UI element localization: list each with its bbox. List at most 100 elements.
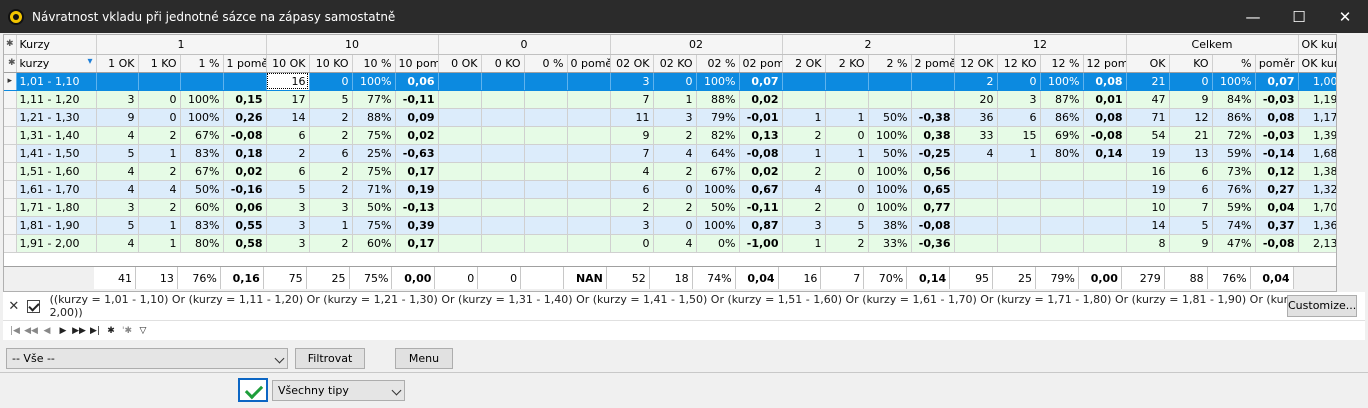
table-cell[interactable] bbox=[524, 234, 568, 253]
table-cell[interactable]: 2 bbox=[309, 180, 353, 199]
table-cell[interactable]: 6 bbox=[1169, 162, 1213, 181]
table-cell[interactable]: 20 bbox=[954, 90, 998, 109]
table-cell[interactable] bbox=[524, 72, 568, 91]
maximize-button[interactable]: ☐ bbox=[1292, 7, 1306, 26]
column-header[interactable]: 10 KO bbox=[309, 54, 353, 73]
table-cell[interactable]: 33 bbox=[954, 126, 998, 145]
table-cell[interactable]: 5 bbox=[266, 180, 310, 199]
table-cell[interactable] bbox=[997, 234, 1041, 253]
table-cell[interactable]: 47% bbox=[1212, 234, 1256, 253]
table-cell[interactable]: 1 bbox=[138, 144, 181, 163]
table-cell[interactable]: 2 bbox=[138, 198, 181, 217]
table-cell[interactable]: 50% bbox=[868, 108, 912, 127]
table-cell[interactable]: -0,08 bbox=[223, 126, 267, 145]
table-cell[interactable] bbox=[567, 72, 611, 91]
table-cell[interactable]: 0,39 bbox=[395, 216, 439, 235]
table-cell[interactable]: 88% bbox=[352, 108, 396, 127]
table-cell[interactable]: 0,38 bbox=[911, 126, 955, 145]
horizontal-scrollbar[interactable] bbox=[211, 324, 1361, 338]
table-cell[interactable]: 1,41 - 1,50 bbox=[16, 144, 97, 163]
table-cell[interactable]: 14 bbox=[266, 108, 310, 127]
table-cell[interactable] bbox=[438, 108, 482, 127]
table-row[interactable]: 1,71 - 1,80 3 2 60% 0,06 3 3 50% -0,13 2 2 50% -0,11… bbox=[4, 198, 1336, 217]
table-cell[interactable] bbox=[567, 180, 611, 199]
table-cell[interactable]: 0,17 bbox=[395, 162, 439, 181]
column-header[interactable]: KO bbox=[1169, 54, 1213, 73]
row-indicator[interactable] bbox=[4, 180, 17, 199]
band-header[interactable]: 0 bbox=[438, 35, 611, 55]
table-row[interactable]: ▸ 1,01 - 1,10 16 0 100% 0,06 3 0 100% 0,07 2 0 100% 0… bbox=[4, 72, 1336, 91]
table-cell[interactable]: 1 bbox=[653, 90, 697, 109]
column-filter-icon[interactable]: ▾ bbox=[87, 55, 93, 67]
table-cell[interactable]: 6 bbox=[266, 126, 310, 145]
band-header[interactable]: Celkem bbox=[1126, 35, 1299, 55]
table-cell[interactable]: 1,11 - 1,20 bbox=[16, 90, 97, 109]
table-cell[interactable]: 36 bbox=[954, 108, 998, 127]
table-cell[interactable]: 2 bbox=[825, 234, 869, 253]
table-cell[interactable] bbox=[1083, 162, 1127, 181]
table-cell[interactable] bbox=[438, 90, 482, 109]
filter-button[interactable]: Filtrovat bbox=[295, 348, 365, 369]
table-cell[interactable] bbox=[524, 144, 568, 163]
table-cell[interactable] bbox=[481, 180, 525, 199]
table-cell[interactable]: 0,06 bbox=[395, 72, 439, 91]
column-header[interactable]: 2 poměr bbox=[911, 54, 955, 73]
table-cell[interactable]: 17 bbox=[266, 90, 310, 109]
column-header[interactable]: 02 poměr bbox=[739, 54, 783, 73]
table-cell[interactable] bbox=[567, 216, 611, 235]
table-cell[interactable] bbox=[481, 108, 525, 127]
table-cell[interactable] bbox=[481, 72, 525, 91]
table-cell[interactable]: 67% bbox=[180, 126, 224, 145]
table-cell[interactable]: 1 bbox=[782, 234, 826, 253]
table-cell[interactable]: 82% bbox=[696, 126, 740, 145]
table-cell[interactable]: 1 bbox=[997, 144, 1041, 163]
table-cell[interactable]: 0 bbox=[138, 90, 181, 109]
table-cell[interactable]: -0,08 bbox=[911, 216, 955, 235]
table-cell[interactable]: 87% bbox=[1040, 90, 1084, 109]
table-cell[interactable]: 77% bbox=[352, 90, 396, 109]
table-row[interactable]: 1,11 - 1,20 3 0 100% 0,15 17 5 77% -0,11 7 1 88% 0,0… bbox=[4, 90, 1336, 109]
table-cell[interactable]: 1,81 - 1,90 bbox=[16, 216, 97, 235]
table-cell[interactable]: 6 bbox=[1169, 180, 1213, 199]
table-cell[interactable]: 7 bbox=[610, 144, 654, 163]
table-cell[interactable]: 100% bbox=[868, 126, 912, 145]
table-cell[interactable]: 1,21 - 1,30 bbox=[16, 108, 97, 127]
prev-page-icon[interactable]: ◀◀ bbox=[24, 325, 38, 336]
table-cell[interactable]: 100% bbox=[696, 72, 740, 91]
table-cell[interactable]: 2 bbox=[266, 144, 310, 163]
table-cell[interactable] bbox=[524, 162, 568, 181]
table-cell[interactable]: 50% bbox=[696, 198, 740, 217]
table-cell[interactable]: 1 bbox=[138, 216, 181, 235]
column-header[interactable]: 0 % bbox=[524, 54, 568, 73]
table-cell[interactable] bbox=[567, 90, 611, 109]
table-cell[interactable]: 1,68 bbox=[1298, 144, 1336, 163]
table-cell[interactable] bbox=[825, 72, 869, 91]
table-cell[interactable]: -0,63 bbox=[395, 144, 439, 163]
table-cell[interactable]: -0,01 bbox=[739, 108, 783, 127]
table-cell[interactable]: 71 bbox=[1126, 108, 1170, 127]
table-cell[interactable]: 7 bbox=[610, 90, 654, 109]
column-header[interactable]: 12 KO bbox=[997, 54, 1041, 73]
table-cell[interactable] bbox=[1040, 162, 1084, 181]
table-cell[interactable]: 4 bbox=[96, 126, 139, 145]
column-header[interactable]: 0 KO bbox=[481, 54, 525, 73]
column-header[interactable]: 2 % bbox=[868, 54, 912, 73]
table-cell[interactable]: 0,17 bbox=[395, 234, 439, 253]
first-record-icon[interactable]: |◀ bbox=[10, 325, 20, 336]
table-cell[interactable]: 50% bbox=[180, 180, 224, 199]
table-cell[interactable]: 3 bbox=[610, 72, 654, 91]
row-indicator[interactable] bbox=[4, 198, 17, 217]
confirm-check-icon[interactable] bbox=[238, 378, 268, 402]
row-indicator[interactable] bbox=[4, 144, 17, 163]
table-cell[interactable] bbox=[567, 234, 611, 253]
table-cell[interactable]: 75% bbox=[352, 162, 396, 181]
row-indicator[interactable] bbox=[4, 108, 17, 127]
table-cell[interactable]: 2 bbox=[309, 162, 353, 181]
filter-expression[interactable]: ((kurzy = 1,01 - 1,10) Or (kurzy = 1,11 … bbox=[49, 293, 1349, 319]
table-cell[interactable]: -0,08 bbox=[739, 144, 783, 163]
table-cell[interactable] bbox=[481, 234, 525, 253]
table-cell[interactable]: -0,38 bbox=[911, 108, 955, 127]
table-cell[interactable]: -0,11 bbox=[739, 198, 783, 217]
column-header[interactable]: 12 OK bbox=[954, 54, 998, 73]
table-cell[interactable] bbox=[911, 90, 955, 109]
